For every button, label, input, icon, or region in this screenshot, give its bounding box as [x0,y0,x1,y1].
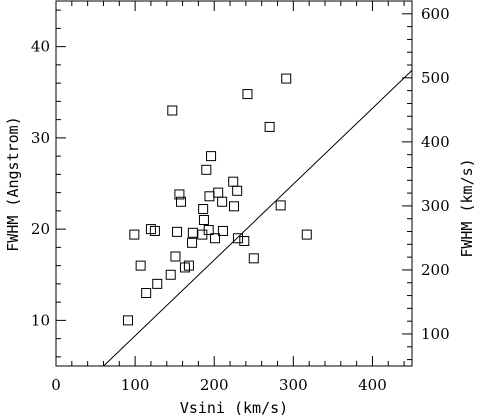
data-point [198,204,209,215]
reference-line [103,70,413,367]
data-point [201,164,212,175]
data-point [229,201,239,212]
y-right-tick-label: 600 [421,5,450,23]
tick-labels: 0 100 200 300 400 10 20 30 40 100 200 300 400 500 600 [31,5,450,394]
data-point [275,200,286,211]
data-point [149,225,160,236]
data-point [187,227,198,238]
y-left-tick-label: 10 [31,311,50,329]
data-point [129,229,140,240]
y-left-tick-label: 20 [31,220,50,238]
x-tick-label: 200 [200,376,229,394]
data-point [165,269,176,280]
y-right-tick-label: 400 [421,133,450,151]
data-point [141,288,152,298]
data-point [301,229,312,240]
y-axis-right-title: FWHM (km/s) [458,158,476,257]
y-axis-left-title: FWHM (Angstrom) [4,116,22,251]
x-axis-title: Vsini (km/s) [180,399,288,416]
data-point [187,237,198,248]
data-point [175,196,186,207]
data-point [213,187,224,198]
data-point [210,233,221,244]
data-point [204,191,215,202]
data-point [179,262,190,273]
y-left-tick-label: 30 [31,129,50,147]
x-tick-label: 300 [279,376,308,394]
data-point [217,225,228,236]
data-point [183,260,194,271]
x-tick-label: 0 [51,376,61,394]
data-point [167,105,178,116]
data-point [170,251,181,262]
data-point [172,226,183,237]
plot-frame [55,0,413,367]
data-point [232,233,243,244]
data-point [264,121,275,132]
data-point [203,225,214,236]
y-right-tick-label: 300 [421,197,450,215]
y-right-tick-label: 500 [421,69,450,87]
data-point [206,151,217,162]
x-tick-label: 100 [121,376,150,394]
data-points [122,73,312,326]
data-point [239,235,250,246]
data-point [242,89,253,100]
y-left-tick-label: 40 [31,38,50,56]
data-point [198,215,209,225]
data-point [122,315,133,326]
data-point [145,224,156,235]
data-point [135,260,146,271]
y-right-tick-label: 200 [421,261,450,279]
data-point [228,176,239,187]
data-point [281,73,292,84]
data-point [174,189,185,200]
data-point [217,196,228,207]
x-tick-label: 400 [358,376,387,394]
axis-ticks [55,1,412,366]
data-point [248,253,259,264]
data-point [232,185,243,196]
y-right-tick-label: 100 [421,325,450,343]
data-point [152,278,163,289]
